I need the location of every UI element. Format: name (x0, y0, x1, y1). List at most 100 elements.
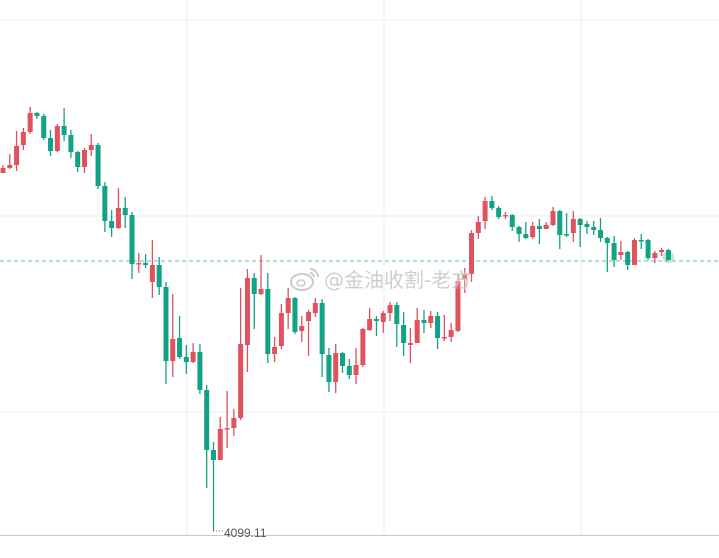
candle-body (0, 168, 6, 173)
candle-body (27, 113, 33, 132)
candle-body (156, 265, 162, 287)
candle-body (136, 263, 142, 265)
candle-body (516, 227, 522, 234)
candle-body (68, 135, 74, 152)
last-price-glow (662, 251, 675, 263)
candle-body (380, 313, 386, 322)
candle-body (190, 352, 196, 362)
candle-body (652, 253, 658, 258)
candle-body (299, 326, 305, 331)
candle-body (665, 250, 671, 260)
candle-body (435, 316, 441, 338)
candle-body (143, 263, 149, 265)
candle-body (61, 126, 67, 135)
candle-body (292, 298, 298, 332)
candle-body (54, 126, 60, 151)
candle-body (564, 234, 570, 236)
candle-body (272, 347, 278, 354)
candle-body (224, 428, 230, 430)
candle-body (638, 240, 644, 242)
candle-body (88, 145, 94, 150)
candle-body (536, 226, 542, 229)
candle-body (414, 320, 420, 343)
candle-body (285, 298, 291, 313)
low-price-label: 4099.11 (224, 526, 267, 540)
candle-body (496, 208, 502, 217)
candle-body (109, 221, 115, 228)
candle-body (170, 339, 176, 361)
candle-body (523, 234, 529, 238)
candle-body (278, 313, 284, 346)
candle-body (326, 355, 332, 382)
candle-body (611, 243, 617, 260)
candle-body (129, 215, 135, 264)
candle-body (584, 224, 590, 227)
candle-body (428, 316, 434, 323)
candle-body (604, 238, 610, 243)
candle-body (469, 233, 475, 274)
candle-body (210, 450, 216, 460)
candle-body (625, 252, 631, 265)
candle-body (122, 208, 128, 215)
candle-body (367, 319, 373, 330)
candle-body (20, 132, 26, 145)
candle-body (462, 274, 468, 279)
candle-body (659, 250, 665, 252)
candle-body (115, 208, 121, 228)
candle-body (183, 357, 189, 362)
candle-body (360, 329, 366, 365)
candle-body (34, 113, 40, 116)
candle-body (591, 227, 597, 230)
candle-body (401, 325, 407, 343)
candle-body (333, 353, 339, 382)
candle-body (14, 146, 20, 165)
candle-body (631, 240, 637, 265)
candle-body (102, 186, 108, 221)
candle-body (204, 390, 210, 450)
candle-body (394, 305, 400, 324)
candle-body (645, 240, 651, 258)
candle-body (340, 353, 345, 366)
candle-body (441, 337, 447, 339)
candle-body (197, 352, 203, 390)
candle-body (407, 343, 413, 345)
candle-body (530, 226, 536, 237)
candle-body (244, 278, 250, 345)
candle-body (149, 265, 155, 282)
candle-body (421, 320, 427, 323)
candle-body (251, 278, 257, 294)
candle-body (448, 330, 454, 337)
candle-body (557, 211, 563, 235)
candle-body (387, 305, 393, 313)
candle-body (177, 338, 183, 357)
candle-body (373, 319, 379, 321)
candle-body (95, 145, 101, 186)
candle-body (618, 252, 624, 255)
candle-body (598, 230, 604, 238)
candle-body (258, 289, 264, 294)
candle-body (238, 344, 244, 418)
candle-body (81, 150, 87, 167)
candle-body (48, 138, 54, 151)
candle-body (570, 219, 576, 233)
candle-body (265, 289, 271, 354)
candle-body (346, 366, 352, 375)
candle-body (319, 303, 325, 354)
candle-body (455, 281, 461, 331)
candle-body (353, 365, 359, 375)
candle-body (163, 287, 169, 361)
candle-body (41, 116, 47, 138)
candle-body (502, 215, 508, 217)
candle-body (482, 201, 488, 221)
candle-body (543, 225, 549, 229)
candle-body (489, 201, 495, 208)
candle-body (550, 211, 556, 225)
candle-body (509, 215, 515, 227)
candle-body (312, 303, 318, 313)
candle-body (475, 222, 481, 233)
candle-body (217, 429, 223, 460)
candle-body (231, 418, 237, 428)
candle-body (306, 312, 312, 321)
candle-body (577, 219, 583, 225)
